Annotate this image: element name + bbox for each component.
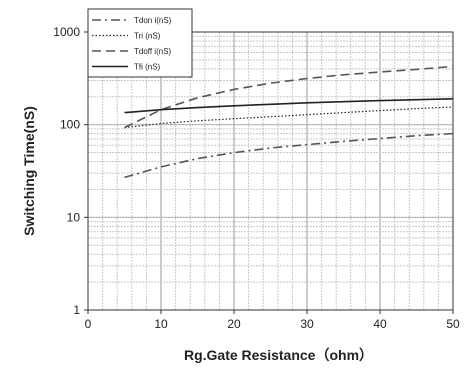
legend-label-2: Tri (nS) xyxy=(134,32,161,41)
legend-label-1: Tdon i(nS) xyxy=(134,16,172,25)
y-tick-label: 100 xyxy=(60,118,80,132)
legend: Tdon i(nS) Tri (nS) Tdoff i(nS) Tfi (nS) xyxy=(87,8,193,78)
legend-label-3: Tdoff i(nS) xyxy=(134,47,172,56)
series-line-2 xyxy=(124,106,454,129)
legend-label-4: Tfi (nS) xyxy=(134,63,161,72)
series-line-4 xyxy=(124,98,454,114)
x-tick-label: 40 xyxy=(373,317,387,331)
y-tick-label: 1 xyxy=(73,303,80,317)
x-tick-label: 50 xyxy=(446,317,460,331)
plot-area-frame xyxy=(87,31,454,311)
x-axis-label: Rg.Gate Resistance（ohm） xyxy=(184,347,373,363)
x-tick-label: 10 xyxy=(154,317,168,331)
x-tick-label: 20 xyxy=(227,317,241,331)
y-tick-label: 10 xyxy=(67,210,81,224)
y-tick-label: 1000 xyxy=(53,25,80,39)
axis-ticks: 0 10 20 30 40 50 1 10 100 1000 xyxy=(53,25,460,331)
x-tick-label: 0 xyxy=(85,317,92,331)
data-series xyxy=(124,65,454,179)
series-line-3 xyxy=(124,65,454,129)
y-axis-label: Switching Time(nS) xyxy=(21,106,37,236)
grid xyxy=(88,32,453,310)
x-tick-label: 30 xyxy=(300,317,314,331)
